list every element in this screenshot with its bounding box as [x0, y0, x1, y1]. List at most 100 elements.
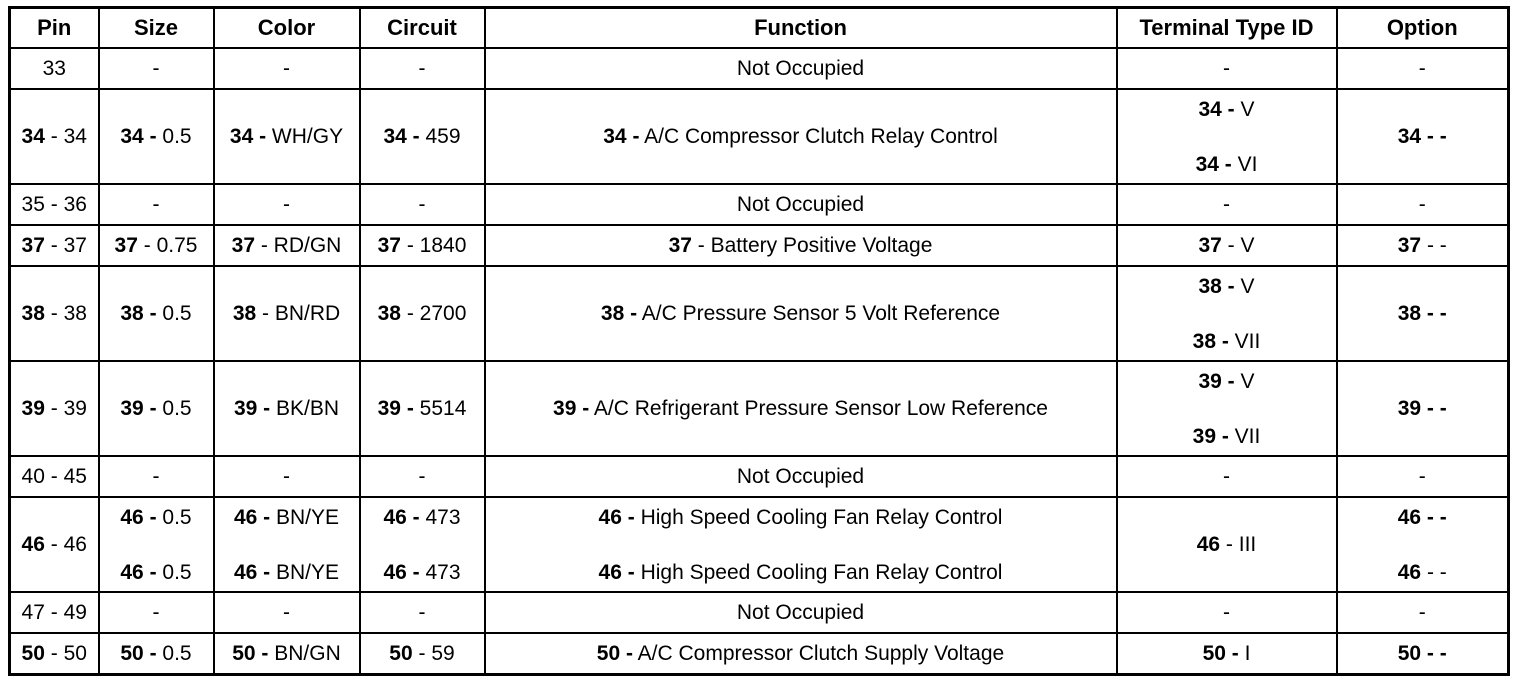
- pin-ref: 50 -: [1202, 641, 1239, 665]
- table-cell: 46 - -46 - -: [1335, 496, 1510, 593]
- table-cell: 37 - 0.75: [97, 224, 215, 267]
- table-row: 37 - 37 37 - 0.75 37 - RD/GN 37 - 1840 37 - …: [8, 224, 1510, 267]
- cell-line: 37 - 1840: [365, 232, 480, 259]
- cell-line: Not Occupied: [490, 55, 1112, 82]
- table-row: 35 - 36 - - - Not Occupied - -: [8, 183, 1510, 226]
- table-cell: 38 - -: [1335, 265, 1510, 362]
- pin-ref: 46 -: [598, 560, 635, 584]
- pin-table: Pin Size Color Circuit Function Terminal Type…: [8, 6, 1510, 676]
- table-row: 39 - 39 39 - 0.5 39 - BK/BN 39 - 5514 39 - A…: [8, 360, 1510, 457]
- table-cell: -: [212, 455, 361, 498]
- cell-line: -: [1342, 55, 1504, 82]
- cell-content: 50 - 50: [15, 640, 94, 667]
- pin-ref: 39 -: [377, 397, 414, 420]
- table-row: 38 - 38 38 - 0.5 38 - BN/RD 38 - 2700 38 - A…: [8, 265, 1510, 362]
- column-header: Color: [212, 6, 361, 49]
- table-cell: 46 - BN/YE 46 - BN/YE: [212, 496, 361, 593]
- pin-ref: 39 -: [1198, 369, 1235, 393]
- cell-text: - 46: [50, 533, 87, 556]
- cell-line: 46 - 0.5: [104, 559, 209, 586]
- pin-ref: 38: [21, 302, 45, 325]
- pin-ref: 39 -: [1192, 424, 1229, 448]
- cell-text: WH/GY: [271, 125, 344, 148]
- cell-line: 34 - 459: [365, 123, 480, 150]
- cell-text: 0.5: [162, 641, 192, 665]
- cell-line: 46 - 473: [365, 504, 480, 531]
- table-cell: 37 - RD/GN: [212, 224, 361, 267]
- cell-text: - 37: [50, 234, 87, 257]
- pin-ref: 46 - -: [1397, 505, 1447, 529]
- cell-line: 39 - 5514: [365, 395, 480, 422]
- cell-content: -: [219, 463, 355, 490]
- table-cell: -: [358, 47, 486, 90]
- pin-ref: 39 -: [233, 397, 271, 420]
- cell-content: 37 - 37: [15, 232, 94, 259]
- cell-content: -: [365, 55, 480, 82]
- cell-text: -: [152, 465, 160, 488]
- cell-line: 38 - BN/RD: [219, 300, 355, 327]
- table-cell: 33: [8, 47, 100, 90]
- table-cell: -: [97, 183, 215, 226]
- cell-line: -: [104, 599, 209, 626]
- cell-text: -: [1418, 193, 1426, 216]
- cell-content: 38 - BN/RD: [219, 300, 355, 327]
- table-cell: 38 - BN/RD: [212, 265, 361, 362]
- cell-content: -: [104, 463, 209, 490]
- cell-text: -: [1418, 57, 1426, 80]
- cell-content: 46 - High Speed Cooling Fan Relay Contro…: [490, 504, 1112, 586]
- pin-ref: 37: [21, 234, 45, 257]
- pin-ref: 39 -: [120, 397, 157, 420]
- table-cell: 50 - BN/GN: [212, 632, 361, 675]
- pin-ref: 46 -: [233, 505, 271, 529]
- table-cell: 39 - A/C Refrigerant Pressure Sensor Low…: [483, 360, 1118, 457]
- cell-content: 38 - 2700: [365, 300, 480, 327]
- cell-text: Not Occupied: [736, 57, 865, 80]
- cell-line: 34 - V: [1122, 96, 1332, 123]
- cell-text: -: [1418, 601, 1426, 624]
- cell-content: Not Occupied: [490, 191, 1112, 218]
- table-cell: Not Occupied: [483, 47, 1118, 90]
- cell-line: 38 - VII: [1122, 328, 1332, 355]
- cell-line: Not Occupied: [490, 463, 1112, 490]
- table-cell: Not Occupied: [483, 183, 1118, 226]
- cell-line: 34 - 0.5: [104, 123, 209, 150]
- cell-line: 50 - 50: [15, 640, 94, 667]
- cell-line: 50 - A/C Compressor Clutch Supply Voltag…: [490, 640, 1112, 667]
- cell-content: 50 - -: [1342, 640, 1504, 667]
- cell-content: -: [1122, 55, 1332, 82]
- cell-content: 50 - A/C Compressor Clutch Supply Voltag…: [490, 640, 1112, 667]
- table-row: 34 - 34 34 - 0.5 34 - WH/GY 34 - 459 34 - A/…: [8, 88, 1510, 185]
- table-cell: 37 - V: [1115, 224, 1338, 267]
- cell-text: 0.5: [162, 125, 192, 148]
- table-cell: 34 - 459: [358, 88, 486, 185]
- cell-line: 39 - V: [1122, 368, 1332, 395]
- cell-content: 50 - 0.5: [104, 640, 209, 667]
- table-cell: 37 - 1840: [358, 224, 486, 267]
- pin-ref: 38: [232, 302, 257, 325]
- cell-line: -: [104, 55, 209, 82]
- table-cell: -: [97, 591, 215, 634]
- cell-line: 38 - 2700: [365, 300, 480, 327]
- table-cell: -: [1115, 591, 1338, 634]
- pin-ref: 34 -: [383, 125, 420, 148]
- pin-ref: 46 -: [120, 560, 157, 584]
- cell-line: 37 - -: [1342, 232, 1504, 259]
- cell-content: 39 - 0.5: [104, 395, 209, 422]
- pin-ref: 34: [21, 125, 45, 148]
- cell-line: 34 - A/C Compressor Clutch Relay Control: [490, 123, 1112, 150]
- cell-text: -: [1223, 601, 1230, 624]
- cell-line: 46 - -: [1342, 504, 1504, 531]
- cell-line: -: [365, 191, 480, 218]
- cell-line: 39 - VII: [1122, 423, 1332, 450]
- cell-line: 39 - 0.5: [104, 395, 209, 422]
- cell-text: High Speed Cooling Fan Relay Control: [640, 505, 1003, 529]
- pin-ref: 46 -: [120, 505, 157, 529]
- table-row: 33 - - - Not Occupied - -: [8, 47, 1510, 90]
- cell-line: 39 - A/C Refrigerant Pressure Sensor Low…: [490, 395, 1112, 422]
- column-header: Terminal Type ID: [1115, 6, 1338, 49]
- table-cell: -: [1335, 455, 1510, 498]
- cell-content: 39 - -: [1342, 395, 1504, 422]
- column-header: Option: [1335, 6, 1510, 49]
- cell-text: BK/BN: [276, 397, 340, 420]
- cell-line: 46 - 46: [15, 531, 94, 558]
